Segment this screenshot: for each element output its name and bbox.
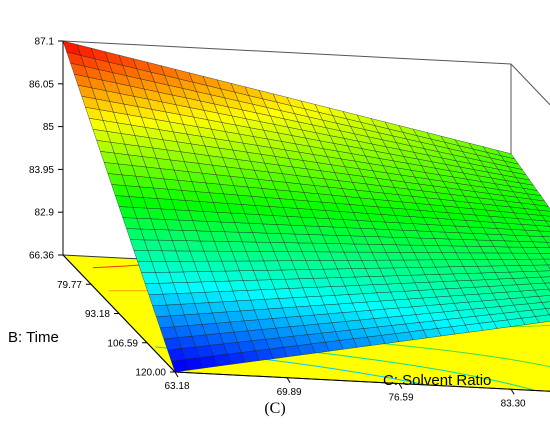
y-axis-title: B: Time (8, 329, 59, 346)
box-edge-3 (510, 63, 550, 106)
z-tick-label: 86.05 (29, 79, 54, 90)
z-tick-label: 82.9 (35, 208, 55, 219)
x-tick-label: 83.30 (501, 398, 526, 409)
box-edge-1 (62, 40, 512, 65)
z-tick-label: 83.95 (29, 165, 54, 176)
x-tick-label: 76.59 (388, 393, 413, 404)
x-axis-title: C: Solvent Ratio (383, 372, 491, 389)
y-tick-label: 106.59 (107, 338, 138, 349)
x-tick-mark (174, 371, 179, 378)
y-tick-label: 93.18 (85, 309, 110, 320)
y-tick-label: 66.36 (29, 251, 54, 262)
panel-label: (C) (264, 400, 285, 417)
x-tick-label: 69.89 (277, 387, 302, 398)
surface-cell (62, 40, 82, 56)
x-tick-mark (510, 388, 515, 395)
y-tick-label: 79.77 (57, 280, 82, 291)
z-tick-label: 87.1 (35, 37, 55, 48)
x-tick-mark (398, 383, 403, 389)
x-tick-label: 63.18 (164, 381, 189, 392)
y-tick-label: 120.00 (135, 368, 166, 379)
z-tick-label: 85 (43, 122, 55, 133)
x-tick-mark (286, 377, 291, 384)
